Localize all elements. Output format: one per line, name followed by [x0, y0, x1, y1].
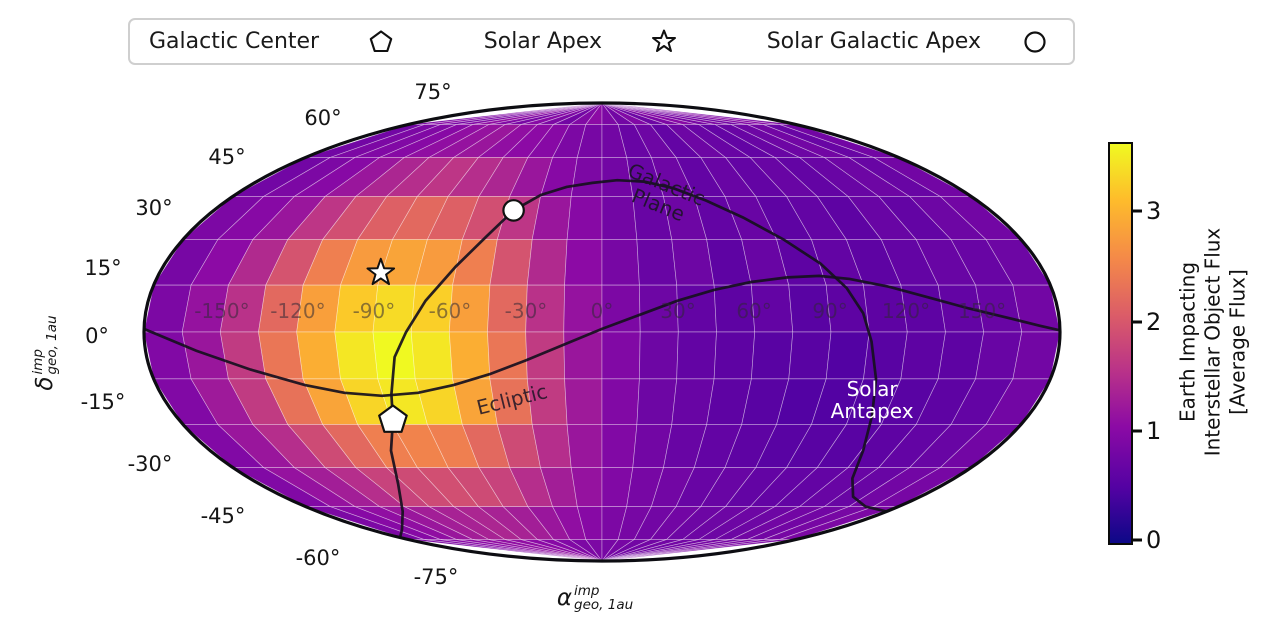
y-axis-label: δ imp geo, 1au	[29, 315, 60, 391]
colorbar-tickmark	[1131, 429, 1142, 433]
x-axis-label: α imp geo, 1au	[556, 582, 634, 613]
colorbar-tick-label: 3	[1146, 197, 1162, 225]
x-axis-superscript: imp	[574, 582, 600, 599]
heatmap-cell	[563, 331, 603, 380]
ecliptic-curve	[144, 274, 1060, 398]
heatmap-cell	[566, 196, 603, 240]
heatmap-cell	[825, 331, 870, 380]
colorbar-caption-line: Interstellar Object Flux	[1200, 227, 1225, 457]
legend-label: Solar Galactic Apex	[766, 29, 981, 54]
legend-item-solar-galactic-apex: Solar Galactic Apex	[767, 28, 1049, 56]
heatmap-cell	[639, 331, 679, 380]
heatmap-cell	[636, 239, 678, 286]
colorbar-caption-line: [Average Flux]	[1225, 269, 1250, 415]
colorbar-caption-line: Earth Impacting	[1175, 261, 1200, 423]
heatmap-cell	[900, 331, 946, 380]
dec-tick-label: 75°	[414, 80, 451, 104]
x-axis-symbol: α	[556, 585, 573, 611]
map-boundary	[142, 101, 1062, 563]
heatmap-cell	[713, 331, 756, 380]
legend-label: Solar Apex	[483, 29, 603, 54]
galactic-center-marker	[378, 404, 408, 433]
ra-tick-label: 60°	[736, 299, 771, 323]
dec-tick-label: -30°	[128, 452, 173, 476]
circle-icon	[1021, 28, 1049, 56]
heatmap-cell	[489, 239, 533, 286]
annotation-solar-antapex: Solar Antapex	[831, 377, 914, 423]
colorbar-tickmark	[1131, 320, 1142, 324]
ra-tick-label: -90°	[353, 299, 396, 323]
ra-tick-label: -150°	[194, 299, 249, 323]
solar-apex-marker	[366, 257, 396, 286]
colorbar-tick-label: 2	[1146, 308, 1162, 336]
heatmap-cell	[566, 424, 603, 468]
legend-item-galactic-center: Galactic Center	[149, 28, 395, 56]
heatmap-cell	[788, 331, 832, 380]
heatmap-cell	[448, 331, 491, 380]
dec-tick-label: 60°	[304, 106, 341, 130]
ra-tick-label: 150°	[958, 299, 1006, 323]
heatmap-cell	[410, 331, 453, 380]
colorbar-tickmark	[1131, 538, 1142, 542]
colorbar-caption: Earth Impacting Interstellar Object Flux…	[1176, 107, 1251, 577]
colorbar-tick-label: 1	[1146, 417, 1162, 445]
heatmap-cell	[334, 331, 379, 380]
ra-tick-label: 30°	[660, 299, 695, 323]
ra-tick-label: -120°	[270, 299, 325, 323]
colorbar-tickmark	[1131, 209, 1142, 213]
heatmap-cell	[525, 331, 565, 380]
dec-tick-label: 45°	[208, 145, 245, 169]
dec-tick-label: 30°	[135, 196, 172, 220]
star-icon	[650, 28, 678, 56]
heatmap-cell	[296, 331, 341, 380]
colorbar-tick-label: 0	[1146, 526, 1162, 554]
heatmap-cell	[751, 331, 794, 380]
legend-item-solar-apex: Solar Apex	[484, 28, 678, 56]
dec-tick-label: 15°	[84, 256, 121, 280]
dec-tick-label: -60°	[296, 546, 341, 570]
y-axis-symbol: δ	[32, 376, 58, 391]
heatmap-cells	[144, 103, 1060, 561]
y-axis-superscript: imp	[29, 349, 46, 375]
x-axis-subscript: geo, 1au	[574, 597, 634, 613]
heatmap-cell	[564, 378, 603, 425]
solar-galactic-apex-marker	[502, 199, 525, 222]
y-axis-subscript: geo, 1au	[44, 315, 60, 375]
heatmap-cell	[258, 331, 304, 380]
dec-tick-label: -15°	[81, 390, 126, 414]
dec-tick-label: -75°	[414, 565, 459, 589]
heatmap-cell	[676, 331, 717, 380]
heatmap-cell	[564, 239, 603, 286]
ra-tick-label: 0°	[591, 299, 614, 323]
heatmap-cell	[636, 378, 678, 425]
heatmap-cell	[526, 239, 568, 286]
legend: Galactic Center Solar Apex Solar Galacti…	[128, 18, 1075, 65]
ra-tick-label: -60°	[429, 299, 472, 323]
dec-tick-label: 0°	[85, 324, 109, 348]
heatmap-cell	[601, 378, 640, 425]
ra-tick-label: 120°	[882, 299, 930, 323]
legend-label: Galactic Center	[149, 29, 320, 54]
pentagon-icon	[367, 28, 395, 56]
ra-tick-label: 90°	[812, 299, 847, 323]
colorbar	[1108, 142, 1133, 545]
heatmap-cell	[601, 424, 638, 468]
dec-tick-label: -45°	[201, 504, 246, 528]
heatmap-cell	[601, 239, 640, 286]
ra-tick-label: -30°	[505, 299, 548, 323]
heatmap-cell	[601, 331, 641, 380]
